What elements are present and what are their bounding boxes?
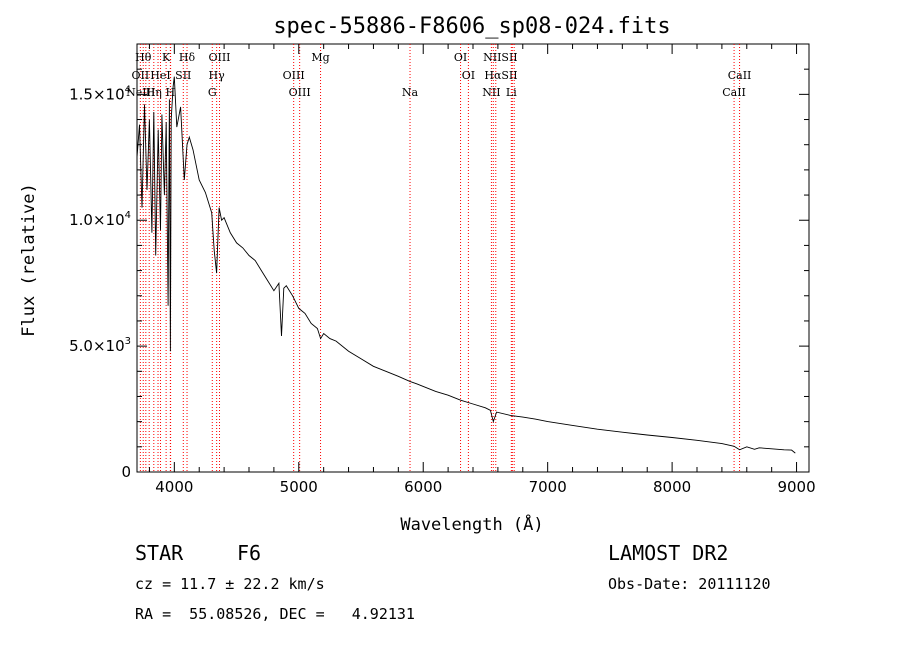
line-label-20: Na [402,86,419,99]
x-tick-label: 4000 [155,478,193,496]
spectral-line-markers [139,44,741,472]
spectral-subclass: F6 [237,541,262,565]
line-label-0: Hθ [135,51,152,64]
line-label-19: OIII [289,86,311,99]
redshift-readout: cz = 11.7 ± 22.2 km/s [135,575,325,593]
y-tick-label: 0 [121,463,131,481]
line-label-13: HαSII [484,69,517,82]
line-label-23: CaII [722,86,746,99]
line-label-14: CaII [728,69,752,82]
object-class: STAR [135,541,184,565]
line-label-8: HeI [150,69,170,82]
x-tick-label: 7000 [529,478,567,496]
coordinates: RA = 55.08526, DEC = 4.92131 [135,605,415,623]
line-label-22: Li [506,86,517,99]
y-tick-label: 1.0×104 [69,210,131,229]
survey-name: LAMOST DR2 [608,541,729,565]
y-axis-label: Flux (relative) [19,183,39,337]
x-axis-label: Wavelength (Å) [400,513,543,535]
plot-frame [136,43,810,473]
line-label-12: OI [462,69,475,82]
x-tick-label: 8000 [653,478,691,496]
line-label-16: Hη [146,86,162,99]
line-label-3: OIII [208,51,230,64]
line-label-5: OI [454,51,467,64]
line-label-15: NeIII [126,86,155,99]
y-tick-label: 5.0×103 [69,336,131,355]
line-label-4: Mg [311,51,329,64]
obs-date: Obs-Date: 20111120 [608,575,771,593]
line-label-2: Hδ [179,51,196,64]
x-axis-ticks: 4000 5000 6000 7000 8000 9000 [148,44,816,496]
line-label-17: H [166,86,176,99]
spectrum-series-line [136,76,796,454]
line-label-9: SII [175,69,191,82]
y-tick-label: 1.5×104 [69,84,131,103]
x-tick-label: 6000 [404,478,442,496]
line-label-7: OII [132,69,150,82]
line-label-11: OIII [283,69,305,82]
x-tick-label: 5000 [280,478,318,496]
line-label-6: NIISII [483,51,518,64]
spectral-line-labels: Hθ K Hδ OIII Mg OI NIISII OII HeI SII Hγ OIII OI HαSI… [126,51,751,99]
chart-title: spec-55886-F8606_sp08-024.fits [273,14,670,39]
y-axis-ticks: 0 5.0×103 1.0×104 1.5×104 [69,68,809,481]
line-label-1: K [162,51,171,64]
x-tick-label: 9000 [777,478,815,496]
line-label-21: NII [482,86,500,99]
line-label-10: Hγ [209,69,226,82]
line-label-18: G [208,86,217,99]
